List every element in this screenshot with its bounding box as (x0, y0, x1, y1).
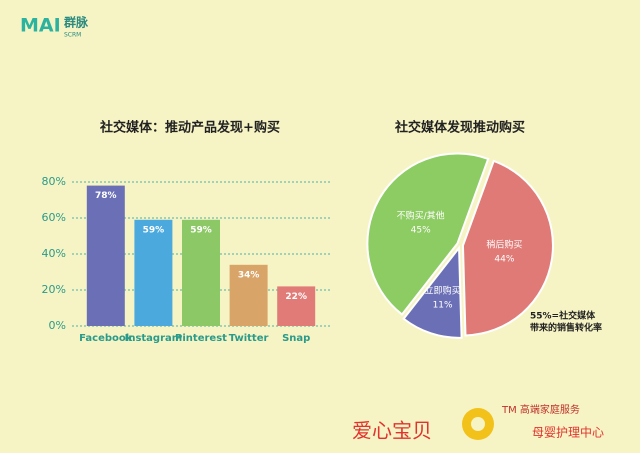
logo: MAI (20, 15, 61, 37)
value-label: 59% (190, 225, 212, 235)
value-label: 11% (433, 301, 453, 311)
value-label: 59% (143, 225, 165, 235)
x-tick-label: Facebook (79, 333, 133, 344)
bar (86, 185, 125, 326)
value-label: 45% (411, 226, 431, 236)
slice-label: 稍后购买 (486, 239, 522, 251)
y-tick-label: 60% (42, 211, 66, 224)
brand-sub: SCRM (64, 32, 81, 39)
bar (182, 219, 220, 326)
bar (229, 264, 268, 326)
bar (134, 219, 173, 326)
annotation: 55%=社交媒体 (530, 310, 596, 322)
y-tick-label: 80% (42, 175, 66, 188)
value-label: 22% (285, 292, 307, 302)
pie-slice (366, 152, 490, 316)
bar (277, 286, 316, 326)
y-tick-label: 40% (42, 247, 66, 260)
y-tick-label: 20% (42, 283, 66, 296)
pie-slice (461, 159, 554, 337)
footer-icon-core (471, 417, 485, 431)
footer-right: 母婴护理中心 (532, 425, 604, 440)
x-tick-label: Twitter (229, 333, 269, 344)
slice-label: 立即购买 (425, 285, 461, 297)
value-label: 34% (238, 270, 260, 280)
y-tick-label: 0% (49, 319, 66, 332)
x-tick-label: Snap (282, 333, 310, 344)
value-label: 78% (95, 191, 117, 201)
x-tick-label: Instagram (125, 333, 183, 344)
pie-slice (402, 245, 463, 339)
footer-tm: TM 高端家庭服务 (501, 403, 580, 416)
chart-title: 社交媒体：推动产品发现+购买 (99, 120, 280, 136)
footer-left: 爱心宝贝 (352, 419, 432, 443)
x-tick-label: Pinterest (175, 333, 227, 344)
slice-label: 不购买/其他 (397, 210, 445, 222)
annotation: 带来的销售转化率 (530, 322, 602, 334)
brand: 群脉 (63, 15, 89, 30)
chart-title: 社交媒体发现推动购买 (394, 120, 525, 136)
value-label: 44% (494, 255, 514, 265)
